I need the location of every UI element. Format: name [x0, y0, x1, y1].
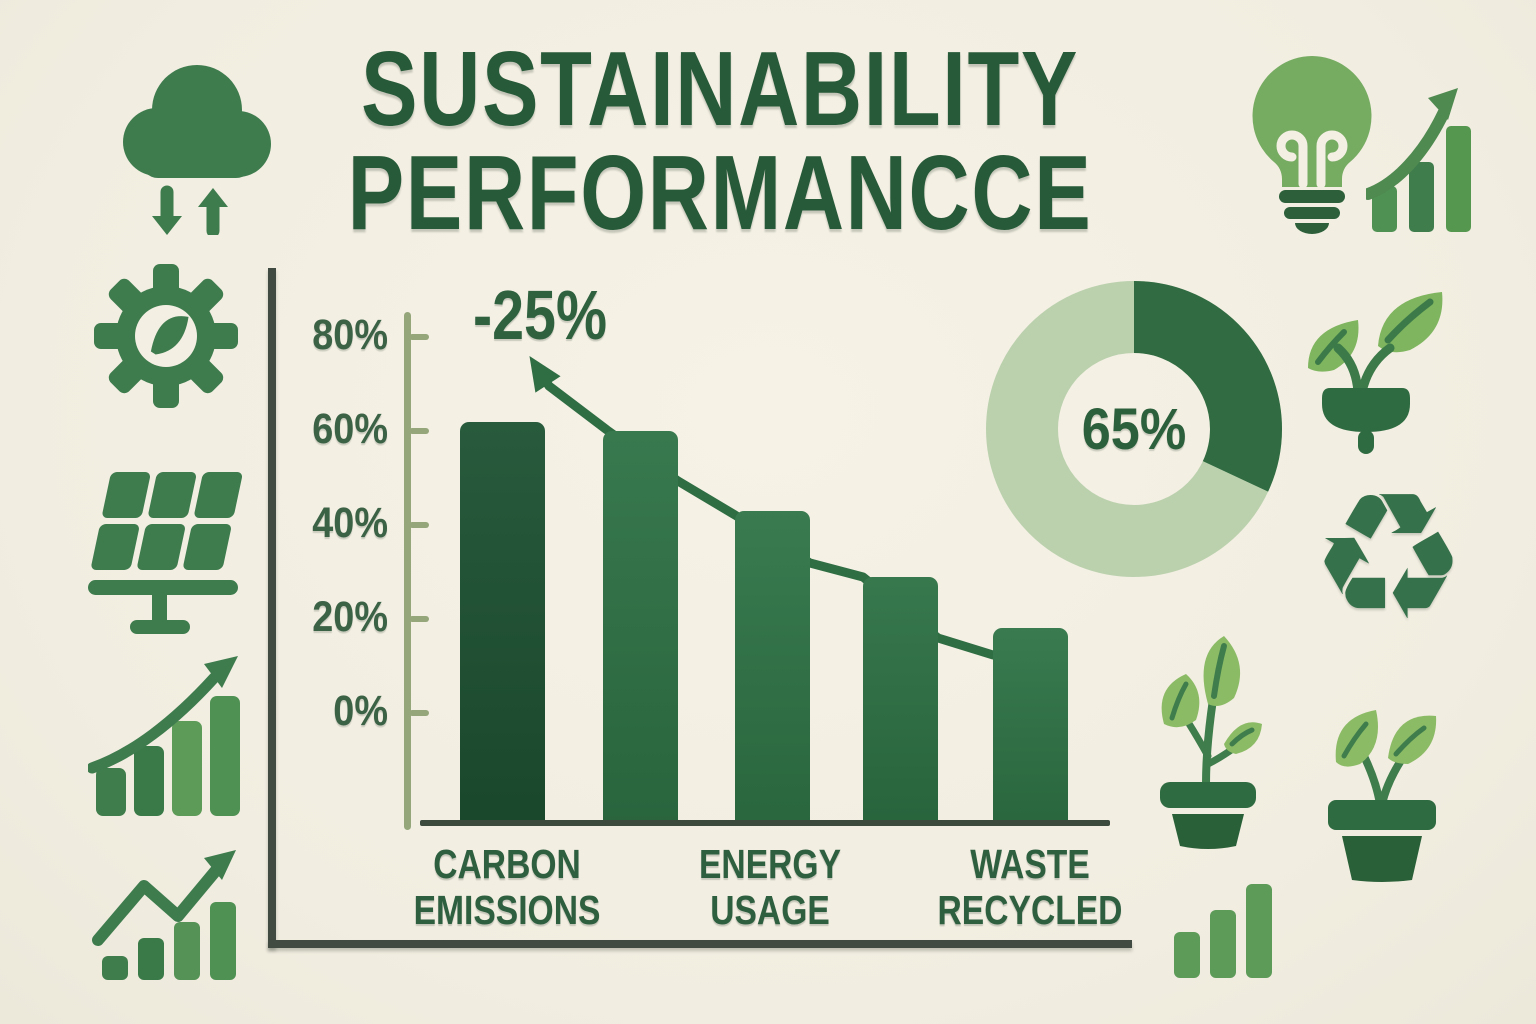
- category-label-line: RECYCLED: [937, 886, 1123, 933]
- chart-frame-horizontal: [268, 940, 1132, 948]
- category-label-line: EMISSIONS: [413, 886, 601, 933]
- title-line-1: SUSTAINABILITY: [360, 30, 1080, 148]
- trend-arrowhead-icon: [529, 355, 561, 393]
- potted-plant-icon: [1160, 636, 1262, 849]
- seedling-plug-icon: [1308, 292, 1443, 454]
- growth-bar-chart-arrow-icon: [88, 656, 240, 816]
- bar-5: [993, 628, 1068, 826]
- y-axis-tick: [409, 522, 429, 528]
- title-line-2: PERFORMANCCE: [347, 133, 1093, 252]
- annotation-minus-25: -25%: [472, 276, 607, 354]
- donut-chart: 65%: [983, 278, 1285, 580]
- donut-center-label: 65%: [1081, 397, 1187, 462]
- category-label-line: ENERGY: [699, 841, 841, 887]
- donut-rings: [986, 281, 1282, 577]
- page-title: SUSTAINABILITY PERFORMANCCE: [250, 30, 1190, 252]
- category-label-1: CARBON EMISSIONS: [367, 841, 647, 934]
- bar-1: [460, 421, 545, 826]
- x-axis-baseline: [420, 820, 1110, 826]
- y-axis: [404, 312, 411, 830]
- gear-leaf-icon: [94, 264, 238, 408]
- category-label-line: USAGE: [710, 886, 830, 933]
- category-label-3: WASTE RECYCLED: [890, 841, 1170, 934]
- y-tick-label: 80%: [312, 311, 388, 359]
- solar-panel-icon: [88, 472, 242, 634]
- category-label-line: CARBON: [433, 841, 581, 887]
- y-tick-label: 20%: [312, 593, 388, 641]
- rising-bars-arrow-icon: [1366, 88, 1471, 232]
- potted-plant-icon: [1328, 710, 1437, 882]
- bar-2: [603, 431, 678, 826]
- bar-3: [735, 510, 810, 826]
- y-axis-tick: [409, 616, 429, 622]
- lightbulb-idea-icon: [1252, 56, 1372, 234]
- y-tick-label: 60%: [312, 405, 388, 453]
- cloud-up-down-arrows-icon: [123, 65, 271, 235]
- y-tick-label: 0%: [333, 687, 388, 735]
- bar-4: [863, 576, 938, 826]
- category-label-line: WASTE: [970, 841, 1090, 887]
- y-axis-tick: [409, 334, 429, 340]
- zigzag-line-chart-arrow-icon: [92, 850, 236, 980]
- y-axis-tick: [409, 428, 429, 434]
- y-tick-label: 40%: [312, 499, 388, 547]
- y-axis-tick: [409, 710, 429, 716]
- recycle-icon: ♻: [1309, 455, 1468, 660]
- three-bars-icon: [1174, 884, 1272, 978]
- chart-frame-vertical: [268, 268, 276, 948]
- category-label-2: ENERGY USAGE: [630, 841, 910, 934]
